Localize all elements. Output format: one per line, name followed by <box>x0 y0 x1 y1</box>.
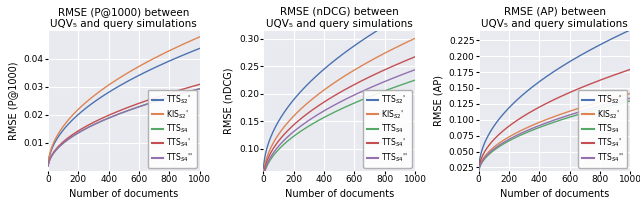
Y-axis label: RMSE (nDCG): RMSE (nDCG) <box>223 67 234 134</box>
Title: RMSE (P@1000) between
UQV₅ and query simulations: RMSE (P@1000) between UQV₅ and query sim… <box>51 7 197 29</box>
X-axis label: Number of documents: Number of documents <box>69 189 179 199</box>
X-axis label: Number of documents: Number of documents <box>285 189 394 199</box>
X-axis label: Number of documents: Number of documents <box>500 189 609 199</box>
Legend: TTS$_{S2}$', KIS$_{S2}$', TTS$_{S4}$, TTS$_{S4}$', TTS$_{S4}$'': TTS$_{S2}$', KIS$_{S2}$', TTS$_{S4}$, TT… <box>148 90 196 168</box>
Title: RMSE (nDCG) between
UQV₅ and query simulations: RMSE (nDCG) between UQV₅ and query simul… <box>266 7 413 29</box>
Title: RMSE (AP) between
UQV₅ and query simulations: RMSE (AP) between UQV₅ and query simulat… <box>481 7 628 29</box>
Y-axis label: RMSE (P@1000): RMSE (P@1000) <box>8 61 18 140</box>
Legend: TTS$_{S2}$', KIS$_{S2}$', TTS$_{S4}$, TTS$_{S4}$', TTS$_{S4}$'': TTS$_{S2}$', KIS$_{S2}$', TTS$_{S4}$, TT… <box>579 90 627 168</box>
Y-axis label: RMSE (AP): RMSE (AP) <box>433 75 443 126</box>
Legend: TTS$_{S2}$', KIS$_{S2}$', TTS$_{S4}$, TTS$_{S4}$', TTS$_{S4}$'': TTS$_{S2}$', KIS$_{S2}$', TTS$_{S4}$, TT… <box>363 90 412 168</box>
